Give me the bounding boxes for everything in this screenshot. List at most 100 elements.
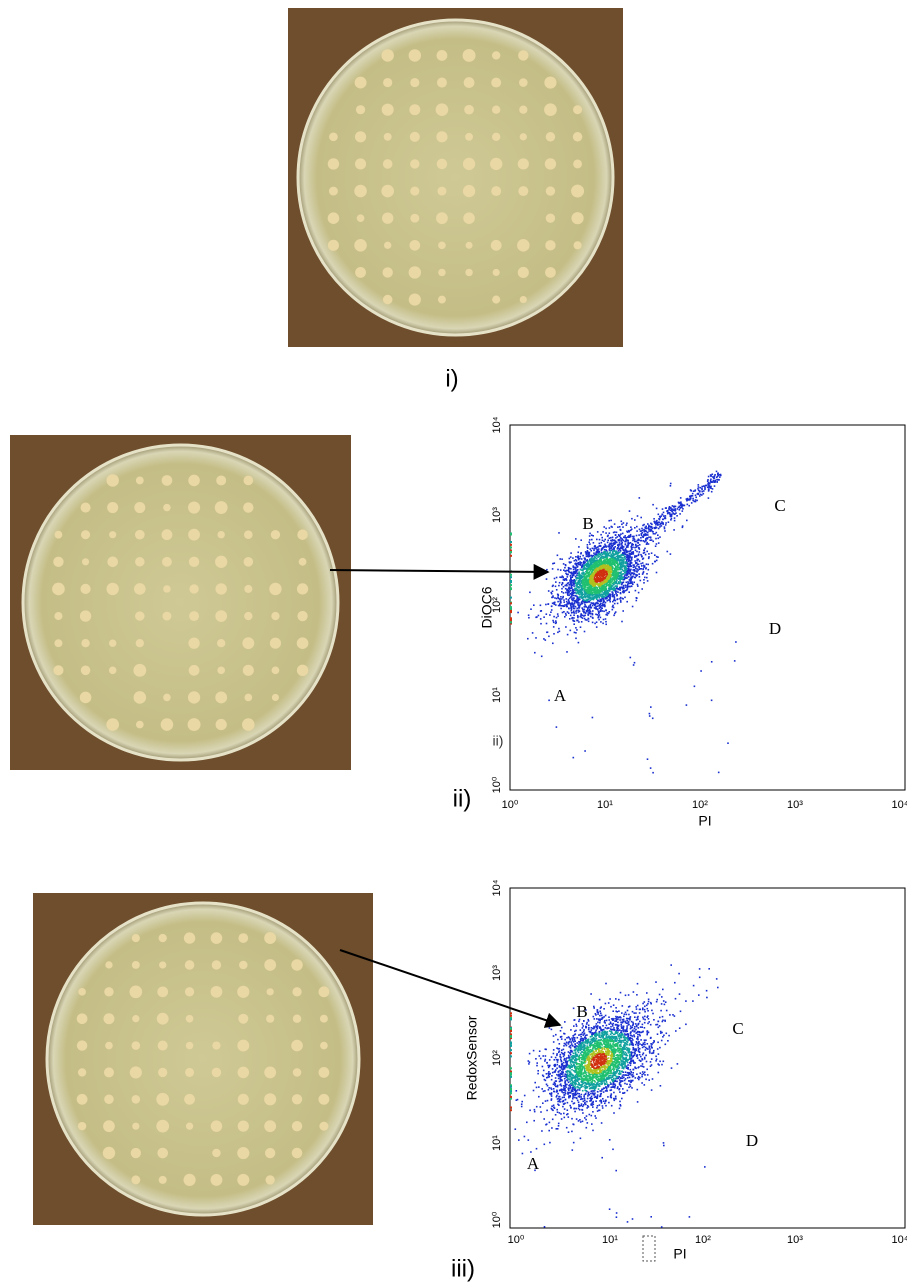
event-dot [628,1014,630,1016]
event-dot [586,599,588,601]
event-dot [575,606,577,608]
event-dot [666,1010,668,1012]
colony [244,530,253,539]
event-dot [621,1027,623,1029]
colony [189,584,198,593]
event-dot [576,610,578,612]
event-dot [557,615,559,617]
event-dot [580,1029,582,1031]
x-axis-label: PI [698,813,711,829]
event-dot [543,1118,545,1120]
colony [135,611,144,620]
event-dot [637,1101,639,1103]
colony [264,1093,276,1105]
event-dot [583,593,585,595]
event-dot [605,983,607,985]
event-dot [642,1054,644,1056]
event-dot [583,1029,585,1031]
event-dot [637,1067,639,1069]
colony [52,583,65,596]
colony [272,666,280,674]
colony [161,718,174,731]
event-dot [648,553,650,555]
colony [103,1147,115,1159]
event-dot [613,1098,615,1100]
event-dot [584,1099,586,1101]
event-dot [670,519,672,521]
event-dot [596,626,598,628]
event-dot [630,560,632,562]
colony [211,932,223,944]
event-dot [574,1040,576,1042]
event-dot [583,599,585,601]
event-dot [621,1012,623,1014]
event-dot [642,536,644,538]
event-dot [625,552,627,554]
event-dot [574,560,576,562]
event-dot [574,1108,576,1110]
event-dot [596,1107,598,1109]
event-dot [582,1098,584,1100]
event-dot [554,597,556,599]
event-dot [592,613,594,615]
event-dot [577,556,579,558]
event-dot [596,1023,598,1025]
event-dot [714,474,716,476]
event-dot [630,534,632,536]
event-dot [677,508,679,510]
event-dot [588,601,590,603]
colony [319,1122,328,1131]
colony [264,1120,276,1132]
event-dot [652,504,654,506]
event-dot [704,489,706,491]
event-dot [580,1121,582,1123]
event-dot [651,1045,653,1047]
event-dot [556,577,558,579]
event-dot [560,1113,562,1115]
event-dot [554,1091,556,1093]
event-dot [543,1091,545,1093]
event-dot [665,515,667,517]
colony [243,665,254,676]
colony [158,1041,168,1051]
event-dot [596,583,598,585]
colony [215,583,226,594]
event-dot [585,606,587,608]
event-dot [639,576,641,578]
event-dot [653,518,655,520]
event-dot [632,1072,634,1074]
event-dot [636,535,638,537]
colony [215,556,227,568]
event-dot [559,1074,561,1076]
event-dot [630,1069,632,1071]
event-dot [637,1019,639,1021]
event-dot [706,990,708,992]
event-dot [540,605,542,607]
event-dot [644,531,646,533]
event-dot [663,1035,665,1037]
colony [237,1040,249,1052]
colony [211,986,223,998]
event-dot [621,586,623,588]
event-dot [631,558,633,560]
event-dot [549,1073,551,1075]
event-dot [734,660,736,662]
event-dot [598,611,600,613]
colony [163,694,171,702]
colony [383,78,392,87]
event-dot [553,1105,555,1107]
plate-photo [33,893,373,1225]
event-dot [619,542,621,544]
event-dot [574,1019,576,1021]
event-dot [571,573,573,575]
event-dot [574,1037,576,1039]
event-dot [590,606,592,608]
event-dot [566,1037,568,1039]
event-dot [628,576,630,578]
event-dot [646,1034,648,1036]
event-dot [627,1090,629,1092]
event-dot [597,531,599,533]
event-dot [596,539,598,541]
event-dot [717,987,719,989]
event-dot [631,518,633,520]
